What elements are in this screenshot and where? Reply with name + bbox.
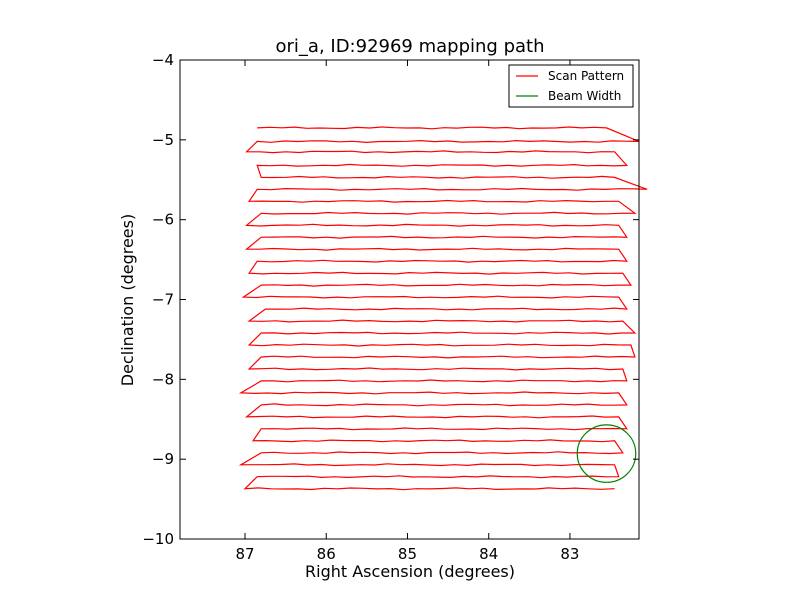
y-tick-label: −4 bbox=[152, 51, 174, 69]
scan-pattern-line bbox=[238, 126, 648, 491]
beam-width-series bbox=[576, 424, 637, 483]
x-axis-label: Right Ascension (degrees) bbox=[305, 562, 515, 581]
x-tick-label: 86 bbox=[317, 545, 336, 563]
y-tick-label: −10 bbox=[142, 530, 174, 548]
x-tick-label: 84 bbox=[479, 545, 498, 563]
legend-label-scan-pattern: Scan Pattern bbox=[548, 69, 624, 83]
y-tick-label: −8 bbox=[152, 370, 174, 388]
y-tick-label: −5 bbox=[152, 131, 174, 149]
plot-background bbox=[180, 60, 639, 539]
beam-width-circle bbox=[576, 424, 637, 483]
scan-pattern-series bbox=[238, 126, 648, 491]
plot-area bbox=[179, 59, 648, 540]
x-tick-label: 85 bbox=[398, 545, 417, 563]
legend-label-beam-width: Beam Width bbox=[548, 89, 621, 103]
x-tick-label: 87 bbox=[235, 545, 254, 563]
x-tick-label: 83 bbox=[560, 545, 579, 563]
legend: Scan Pattern Beam Width bbox=[508, 64, 634, 108]
chart-title: ori_a, ID:92969 mapping path bbox=[276, 36, 545, 57]
y-axis: −4 −5 −6 −7 −8 −9 −10 bbox=[142, 51, 639, 548]
legend-box bbox=[508, 64, 634, 108]
x-axis: 87 86 85 84 83 bbox=[235, 60, 579, 563]
y-tick-label: −9 bbox=[152, 450, 174, 468]
y-axis-label: Declination (degrees) bbox=[118, 214, 137, 386]
y-tick-label: −7 bbox=[152, 291, 174, 309]
y-tick-label: −6 bbox=[152, 211, 174, 229]
